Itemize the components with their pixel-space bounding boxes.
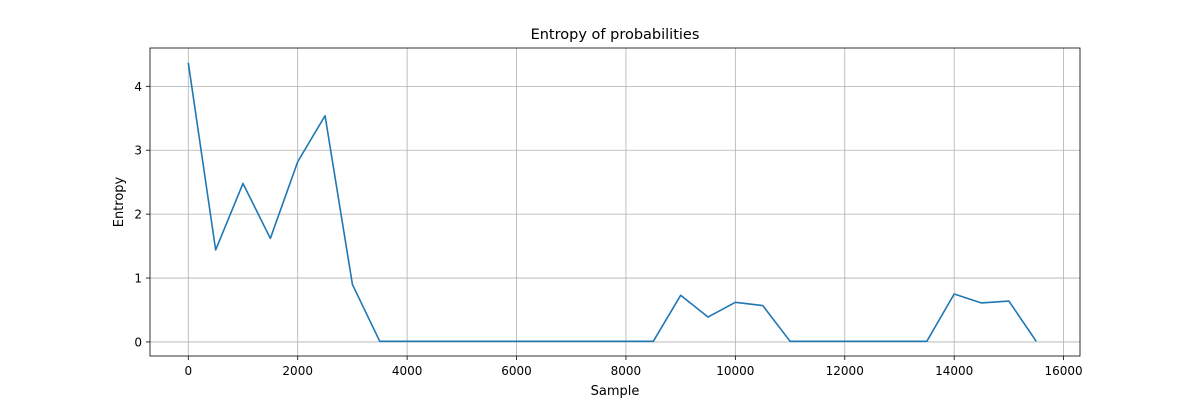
data-point — [543, 341, 545, 343]
data-point — [1008, 300, 1010, 302]
data-point — [297, 161, 299, 163]
data-point — [488, 341, 490, 343]
data-point — [871, 341, 873, 343]
data-point — [242, 183, 244, 185]
series-line-entropy — [187, 62, 1037, 343]
x-axis-label: Sample — [591, 384, 640, 399]
data-point — [434, 341, 436, 343]
data-point — [461, 341, 463, 343]
x-tick-label: 6000 — [501, 364, 532, 378]
data-point — [762, 305, 764, 307]
data-point — [953, 293, 955, 295]
data-point — [570, 341, 572, 343]
y-tick-label: 4 — [134, 80, 142, 94]
data-point — [680, 294, 682, 296]
y-tick-label: 2 — [134, 208, 142, 222]
x-tick-label: 4000 — [392, 364, 423, 378]
data-point — [625, 341, 627, 343]
y-tick-label: 3 — [134, 144, 142, 158]
data-point — [187, 62, 189, 64]
y-tick-label: 0 — [134, 335, 142, 349]
x-tick-label: 16000 — [1044, 364, 1082, 378]
data-point — [707, 316, 709, 318]
data-point — [652, 341, 654, 343]
data-point — [598, 341, 600, 343]
data-point — [215, 249, 217, 251]
data-point — [1035, 341, 1037, 343]
data-point — [789, 341, 791, 343]
x-tick-label: 2000 — [282, 364, 313, 378]
x-tick-label: 8000 — [611, 364, 642, 378]
grid-lines — [150, 48, 1080, 356]
data-point — [926, 341, 928, 343]
axis-ticks: 0 2000 4000 6000 8000 10000 12000 14000 16000 0 1 2… — [134, 80, 1082, 378]
data-point — [516, 341, 518, 343]
data-point — [352, 284, 354, 286]
plot-frame — [149, 47, 1081, 357]
series-layer — [187, 62, 1037, 343]
x-tick-label: 12000 — [826, 364, 864, 378]
data-point — [406, 341, 408, 343]
data-point — [379, 341, 381, 343]
x-tick-label: 10000 — [716, 364, 754, 378]
data-point — [324, 115, 326, 117]
data-point — [735, 302, 737, 304]
data-point — [981, 302, 983, 304]
x-tick-label: 14000 — [935, 364, 973, 378]
chart-title: Entropy of probabilities — [531, 27, 700, 43]
y-tick-label: 1 — [134, 272, 142, 286]
data-point — [899, 341, 901, 343]
x-tick-label: 0 — [184, 364, 192, 378]
y-axis-label: Entropy — [112, 176, 127, 227]
data-point — [844, 341, 846, 343]
data-point — [270, 238, 272, 240]
data-point — [817, 341, 819, 343]
